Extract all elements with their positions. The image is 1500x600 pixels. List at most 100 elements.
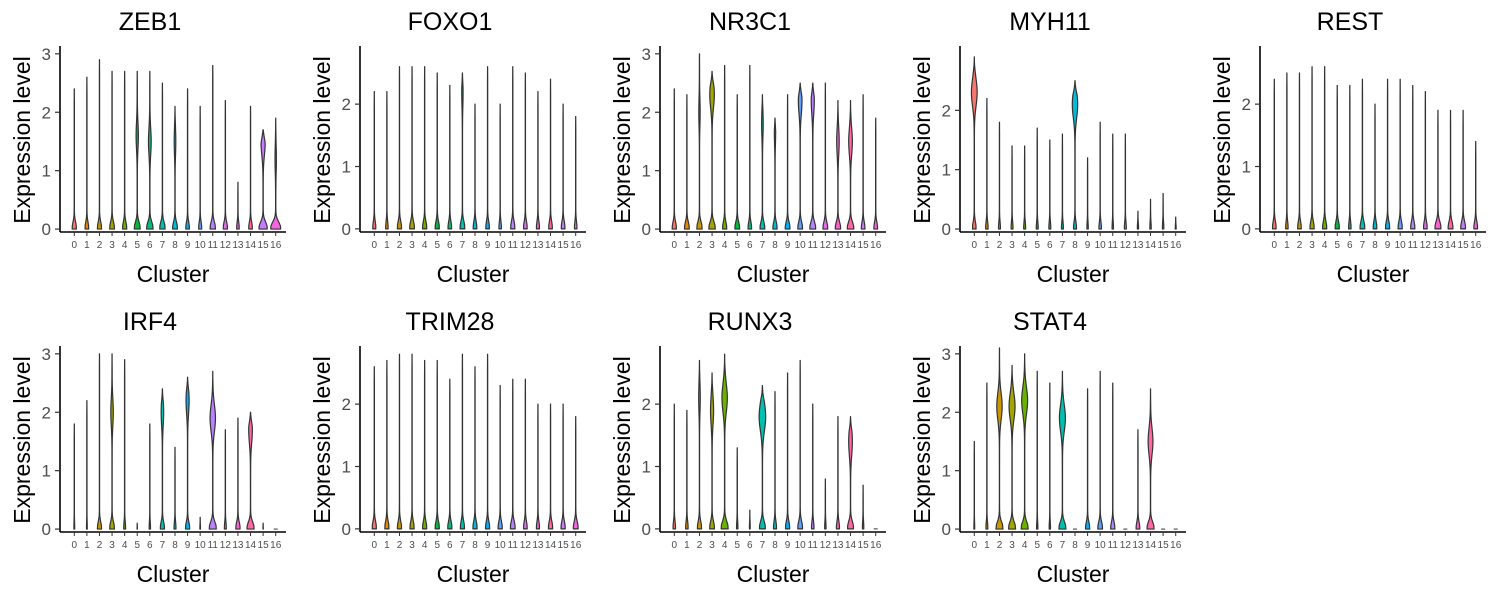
violin-cluster-1 [683, 94, 690, 230]
violin-cluster-9 [184, 376, 191, 530]
x-tick-label: 7 [760, 540, 766, 551]
chart-title: MYH11 [1009, 8, 1091, 36]
violin-panel-irf4: IRF4 Expression level Cluster 0 1 2 3 0 1 2 3 4 5 6 7 8… [0, 300, 300, 600]
x-tick-label: 11 [1108, 240, 1119, 251]
x-tick-label: 1 [384, 240, 390, 251]
violin-cluster-8 [772, 391, 778, 530]
violin-cluster-2 [696, 359, 703, 530]
x-tick-label: 9 [1085, 540, 1091, 551]
violin-cluster-14 [547, 403, 554, 530]
x-tick-label: 13 [1132, 540, 1144, 551]
x-tick-label: 10 [1095, 540, 1107, 551]
violin-cluster-10 [497, 384, 503, 530]
y-tick-label: 2 [342, 395, 351, 414]
violin-cluster-11 [1410, 84, 1416, 230]
chart-title: NR3C1 [709, 8, 791, 36]
y-tick-label: 1 [642, 458, 651, 477]
x-tick-label: 7 [760, 240, 766, 251]
x-tick-label: 12 [820, 240, 832, 251]
x-tick-label: 6 [447, 540, 453, 551]
y-tick-label: 2 [342, 95, 351, 114]
y-tick-label: 3 [942, 345, 951, 364]
violin-cluster-15 [1460, 109, 1467, 230]
x-axis-title: Cluster [437, 561, 510, 587]
x-tick-label: 7 [460, 540, 466, 551]
x-tick-label: 2 [697, 240, 703, 251]
violin-cluster-10 [199, 516, 202, 530]
y-axis-title: Expression level [609, 56, 635, 223]
x-tick-label: 5 [134, 240, 140, 251]
violin-cluster-1 [384, 359, 390, 530]
violin-cluster-7 [1058, 370, 1067, 530]
y-tick-label: 0 [42, 220, 51, 239]
x-tick-label: 9 [1085, 240, 1091, 251]
violin-cluster-1 [685, 409, 689, 530]
x-tick-label: 8 [1372, 240, 1378, 251]
x-tick-label: 2 [397, 540, 403, 551]
violin-cluster-3 [1010, 145, 1014, 230]
x-tick-label: 14 [845, 240, 857, 251]
violin-cluster-4 [721, 64, 728, 230]
x-tick-label: 6 [447, 240, 453, 251]
violin-cluster-2 [96, 353, 103, 530]
violin-cluster-5 [1334, 84, 1340, 230]
violin-cluster-7 [1060, 133, 1064, 230]
chart-title: IRF4 [123, 308, 177, 336]
violin-cluster-6 [1347, 84, 1352, 230]
x-tick-label: 14 [245, 540, 257, 551]
y-tick-label: 2 [1242, 95, 1251, 114]
x-tick-label: 5 [734, 540, 740, 551]
violin-cluster-2 [1297, 72, 1302, 230]
violin-cluster-13 [1135, 429, 1141, 530]
violin-cluster-3 [1309, 66, 1315, 230]
violin-cluster-3 [109, 353, 116, 530]
chart-title: TRIM28 [406, 308, 495, 336]
violin-cluster-16 [270, 117, 282, 230]
x-tick-label: 8 [472, 540, 478, 551]
y-tick-label: 3 [42, 45, 51, 64]
violin-cluster-11 [810, 403, 815, 530]
violin-cluster-9 [1384, 78, 1391, 230]
x-tick-label: 1 [984, 540, 990, 551]
violin-cluster-0 [970, 56, 978, 230]
x-tick-label: 2 [397, 240, 403, 251]
x-tick-label: 5 [434, 540, 440, 551]
x-tick-label: 7 [1060, 540, 1066, 551]
x-tick-label: 10 [195, 540, 207, 551]
violin-cluster-10 [1397, 78, 1403, 230]
x-tick-label: 4 [1022, 240, 1028, 251]
y-tick-label: 1 [942, 462, 951, 481]
violin-cluster-12 [522, 72, 528, 230]
chart-title: FOXO1 [408, 8, 493, 36]
violin-cluster-5 [735, 447, 739, 530]
x-tick-label: 3 [709, 540, 715, 551]
violin-cluster-4 [1020, 353, 1029, 530]
violin-cluster-1 [84, 76, 90, 230]
violin-cluster-16 [573, 116, 578, 230]
violin-cluster-15 [560, 403, 566, 530]
violin-cluster-8 [472, 366, 478, 530]
x-tick-label: 6 [1047, 540, 1053, 551]
violin-cluster-6 [1048, 382, 1052, 530]
violin-cluster-12 [822, 82, 829, 230]
x-tick-label: 15 [258, 240, 270, 251]
violin-cluster-11 [208, 370, 217, 530]
violin-cluster-2 [995, 347, 1004, 530]
y-tick-label: 1 [942, 161, 951, 180]
violin-cluster-8 [772, 117, 778, 230]
x-tick-label: 0 [672, 240, 678, 251]
x-tick-label: 2 [697, 540, 703, 551]
violin-cluster-4 [123, 359, 127, 530]
x-tick-label: 8 [472, 240, 478, 251]
x-tick-label: 3 [1309, 240, 1315, 251]
y-tick-label: 1 [342, 458, 351, 477]
violin-cluster-7 [459, 353, 466, 530]
violin-cluster-3 [109, 70, 116, 230]
chart-title: STAT4 [1013, 308, 1087, 336]
x-tick-label: 13 [832, 240, 844, 251]
violin-cluster-9 [485, 66, 490, 230]
y-axis-title: Expression level [909, 56, 935, 223]
x-tick-label: 14 [1445, 240, 1457, 251]
violin-cluster-12 [222, 99, 229, 230]
